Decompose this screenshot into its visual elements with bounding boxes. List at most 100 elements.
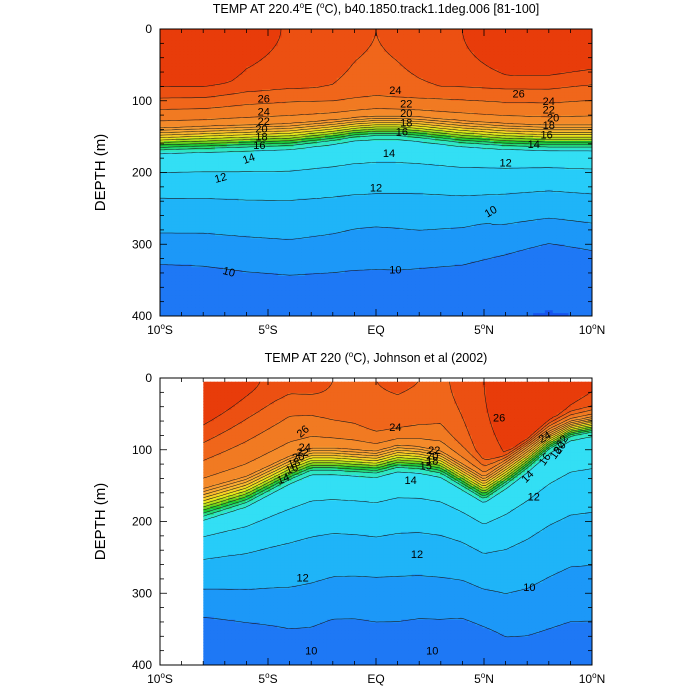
contour-cell xyxy=(485,37,491,42)
contour-cell xyxy=(427,86,432,90)
contour-cell xyxy=(328,69,334,73)
contour-cell xyxy=(258,74,263,79)
contour-cell xyxy=(301,43,306,47)
contour-cell xyxy=(580,66,585,70)
contour-cell xyxy=(218,92,224,96)
contour-cell xyxy=(246,80,251,85)
contour-cell xyxy=(391,34,397,39)
contour-cell xyxy=(218,80,224,85)
contour-cell xyxy=(505,29,511,33)
contour-cell xyxy=(262,40,267,44)
contour-cell xyxy=(513,74,518,79)
contour-cell xyxy=(505,72,511,76)
contour-cell xyxy=(246,97,251,102)
contour-cell xyxy=(277,66,283,70)
contour-cell xyxy=(379,89,385,93)
contour-cell xyxy=(285,63,291,67)
contour-cell xyxy=(281,66,287,70)
contour-cell xyxy=(438,106,444,110)
contour-cell xyxy=(175,117,181,122)
contour-cell xyxy=(387,92,393,96)
contour-cell xyxy=(482,100,487,105)
contour-cell xyxy=(324,80,330,85)
contour-cell xyxy=(423,31,428,36)
contour-cell xyxy=(246,34,251,39)
contour-cell xyxy=(305,37,310,42)
contour-cell xyxy=(163,34,169,39)
contour-cell xyxy=(529,51,534,56)
contour-cell xyxy=(509,95,515,99)
contour-cell xyxy=(533,46,538,50)
contour-cell xyxy=(273,43,279,47)
contour-cell xyxy=(529,43,534,47)
contour-cell xyxy=(556,46,562,50)
contour-cell xyxy=(246,51,251,56)
contour-cell xyxy=(301,57,306,62)
contour-cell xyxy=(273,37,279,42)
contour-cell xyxy=(466,95,471,99)
contour-cell xyxy=(568,54,573,59)
contour-cell xyxy=(438,109,444,113)
contour-cell xyxy=(533,115,538,119)
contour-cell xyxy=(293,37,299,42)
contour-cell xyxy=(376,86,381,90)
contour-cell xyxy=(529,92,534,96)
contour-cell xyxy=(438,92,444,96)
contour-cell xyxy=(246,106,251,110)
contour-cell xyxy=(427,37,432,42)
contour-cell xyxy=(482,69,487,73)
contour-cell xyxy=(525,112,530,116)
contour-cell xyxy=(269,69,275,73)
contour-cell xyxy=(356,103,361,108)
contour-cell xyxy=(497,103,503,108)
contour-cell xyxy=(474,86,479,90)
contour-cell xyxy=(293,74,299,79)
contour-cell xyxy=(277,97,283,102)
contour-cell xyxy=(226,106,232,110)
contour-cell xyxy=(407,72,412,76)
contour-cell xyxy=(415,43,420,47)
contour-cell xyxy=(399,43,405,47)
contour-cell xyxy=(317,63,322,67)
contour-cell xyxy=(474,109,479,113)
contour-cell xyxy=(552,54,558,59)
contour-cell xyxy=(317,86,322,90)
contour-cell xyxy=(513,51,518,56)
contour-cell xyxy=(544,106,550,110)
contour-cell xyxy=(230,29,236,33)
contour-cell xyxy=(501,106,507,110)
contour-cell xyxy=(207,34,212,39)
contour-cell xyxy=(580,43,585,47)
contour-cell xyxy=(199,51,204,56)
contour-cell xyxy=(537,29,542,33)
contour-cell xyxy=(324,34,330,39)
contour-cell xyxy=(525,97,530,102)
contour-cell xyxy=(313,100,318,105)
contour-cell xyxy=(218,86,224,90)
contour-cell xyxy=(458,92,463,96)
contour-cell xyxy=(246,83,251,87)
contour-cell xyxy=(273,77,279,82)
contour-cell xyxy=(285,72,291,76)
contour-cell xyxy=(368,46,373,50)
contour-cell xyxy=(564,63,570,67)
contour-cell xyxy=(258,109,263,113)
contour-cell xyxy=(560,46,566,50)
contour-cell xyxy=(234,112,240,116)
contour-cell xyxy=(160,92,165,96)
contour-cell xyxy=(250,43,255,47)
contour-cell xyxy=(513,109,518,113)
contour-cell xyxy=(195,60,200,65)
contour-cell xyxy=(548,34,554,39)
contour-cell xyxy=(489,43,495,47)
contour-cell xyxy=(348,51,354,56)
contour-cell xyxy=(501,54,507,59)
contour-cell xyxy=(191,72,196,76)
contour-cell xyxy=(517,106,522,110)
contour-cell xyxy=(297,77,302,82)
contour-cell xyxy=(246,69,251,73)
contour-cell xyxy=(411,103,416,108)
contour-cell xyxy=(568,51,573,56)
contour-cell xyxy=(466,60,471,65)
contour-cell xyxy=(305,66,310,70)
